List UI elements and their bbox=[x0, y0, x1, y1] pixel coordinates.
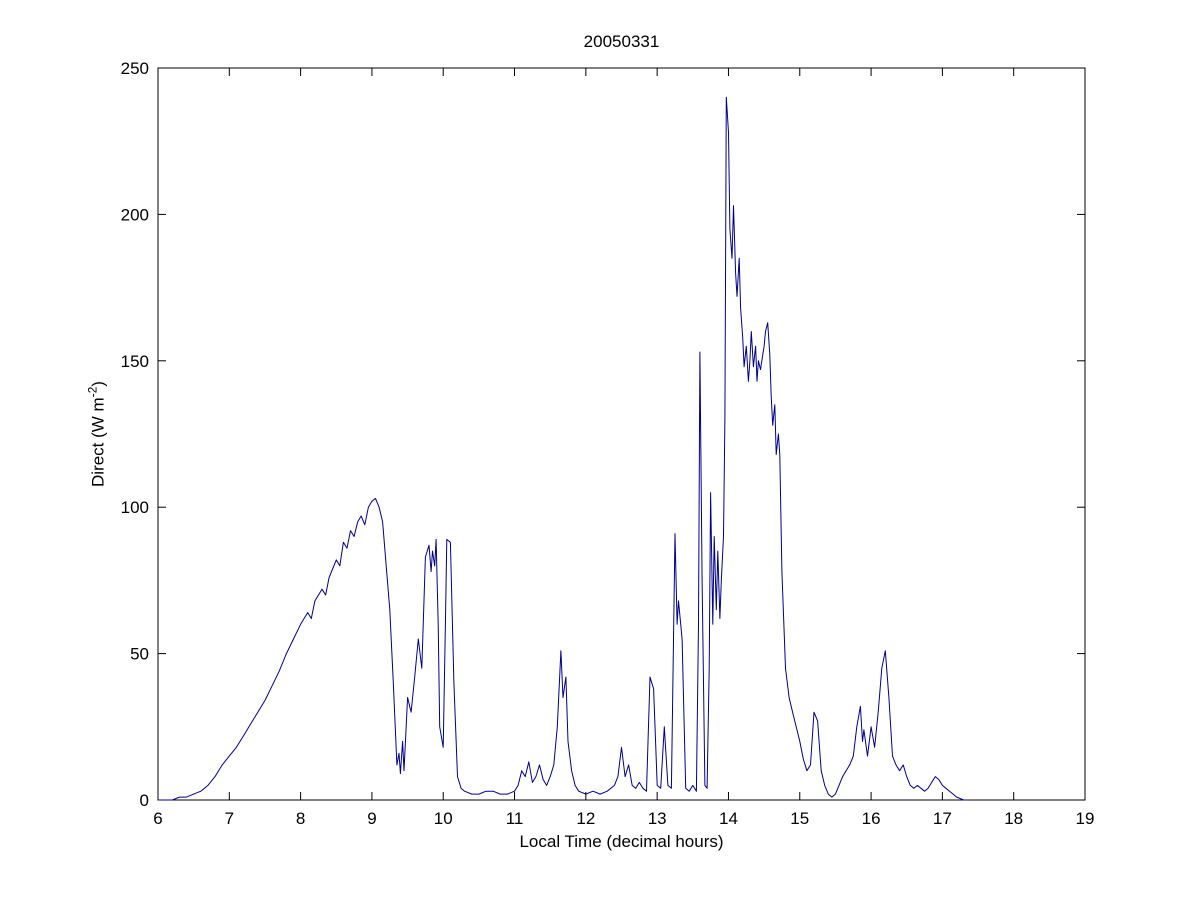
x-tick-label: 9 bbox=[367, 809, 376, 828]
axes-box bbox=[157, 67, 1086, 801]
y-tick-label: 50 bbox=[130, 645, 149, 664]
x-tick-label: 14 bbox=[719, 809, 738, 828]
x-tick-label: 12 bbox=[576, 809, 595, 828]
x-tick-label: 6 bbox=[153, 809, 162, 828]
x-tick-label: 19 bbox=[1076, 809, 1095, 828]
x-tick-label: 8 bbox=[296, 809, 305, 828]
y-tick-label: 0 bbox=[140, 791, 149, 810]
x-tick-label: 16 bbox=[862, 809, 881, 828]
x-tick-label: 10 bbox=[434, 809, 453, 828]
x-axis-label: Local Time (decimal hours) bbox=[519, 832, 724, 851]
y-tick-label: 150 bbox=[121, 352, 149, 371]
y-tick-label: 250 bbox=[121, 59, 149, 78]
x-tick-label: 18 bbox=[1004, 809, 1023, 828]
x-tick-label: 13 bbox=[648, 809, 667, 828]
x-tick-label: 17 bbox=[933, 809, 952, 828]
y-tick-label: 100 bbox=[121, 498, 149, 517]
data-line bbox=[158, 96, 968, 801]
x-tick-label: 11 bbox=[506, 809, 524, 828]
x-tick-label: 15 bbox=[790, 809, 809, 828]
x-tick-label: 7 bbox=[225, 809, 234, 828]
chart-title: 20050331 bbox=[583, 32, 660, 51]
y-tick-label: 200 bbox=[121, 205, 149, 224]
